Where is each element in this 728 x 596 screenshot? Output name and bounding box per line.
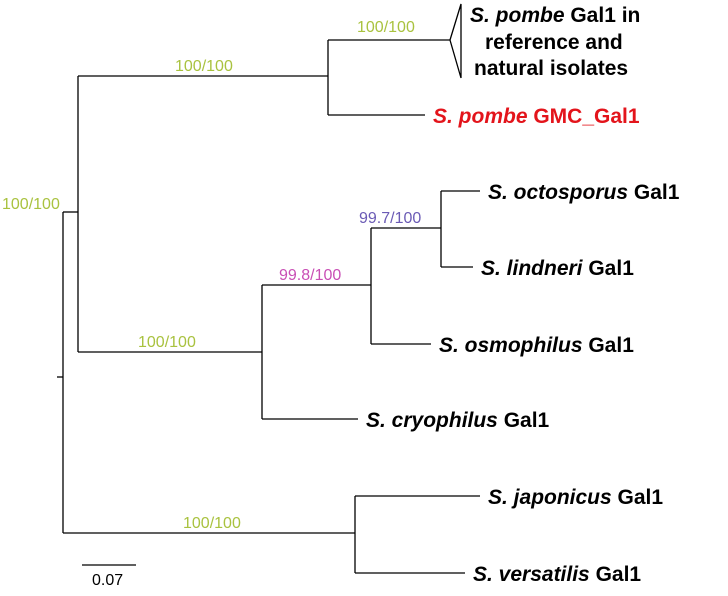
taxon-gmc-rest: GMC_Gal1: [528, 105, 640, 128]
collapsed-clade-triangle: [449, 3, 462, 79]
taxon-japonicus-rest: Gal1: [612, 486, 664, 509]
taxon-cryophilus: S. cryophilus Gal1: [366, 409, 550, 432]
taxon-collapsed-rest: Gal1 in: [565, 4, 641, 27]
taxon-gmc: S. pombe GMC_Gal1: [433, 105, 640, 128]
support-root-upper: 100/100: [2, 196, 60, 213]
support-pombe-clade: 100/100: [357, 19, 415, 36]
taxon-versatilis: S. versatilis Gal1: [473, 563, 641, 586]
taxon-octosporus-rest: Gal1: [628, 181, 680, 204]
taxon-collapsed-species: S. pombe: [470, 4, 565, 27]
taxon-lindneri-species: S. lindneri: [481, 257, 584, 280]
taxon-versatilis-rest: Gal1: [590, 563, 642, 586]
taxon-japonicus-species: S. japonicus: [488, 486, 612, 509]
taxon-cryophilus-rest: Gal1: [498, 409, 550, 432]
taxon-octosporus: S. octosporus Gal1: [488, 181, 680, 204]
taxon-cryophilus-species: S. cryophilus: [366, 409, 498, 432]
taxon-collapsed-clade-line1: S. pombe Gal1 in: [470, 4, 640, 27]
taxon-octosporus-species: S. octosporus: [488, 181, 628, 204]
support-osmophilus-group: 99.8/100: [279, 267, 341, 284]
taxon-gmc-species: S. pombe: [433, 105, 528, 128]
support-pombe-group: 100/100: [175, 58, 233, 75]
taxon-osmophilus: S. osmophilus Gal1: [439, 334, 634, 357]
taxon-lindneri: S. lindneri Gal1: [481, 257, 634, 280]
taxon-collapsed-clade-line2: reference and: [485, 31, 623, 54]
taxon-japonicus: S. japonicus Gal1: [488, 486, 663, 509]
taxon-collapsed-clade-line3: natural isolates: [474, 57, 628, 80]
support-cryophilus-group: 100/100: [138, 334, 196, 351]
scale-bar-label: 0.07: [92, 572, 123, 589]
taxon-versatilis-species: S. versatilis: [473, 563, 590, 586]
taxon-osmophilus-rest: Gal1: [583, 334, 635, 357]
support-octo-lindneri: 99.7/100: [359, 210, 421, 227]
taxon-osmophilus-species: S. osmophilus: [439, 334, 583, 357]
support-japonicus-group: 100/100: [183, 515, 241, 532]
taxon-lindneri-rest: Gal1: [583, 257, 635, 280]
